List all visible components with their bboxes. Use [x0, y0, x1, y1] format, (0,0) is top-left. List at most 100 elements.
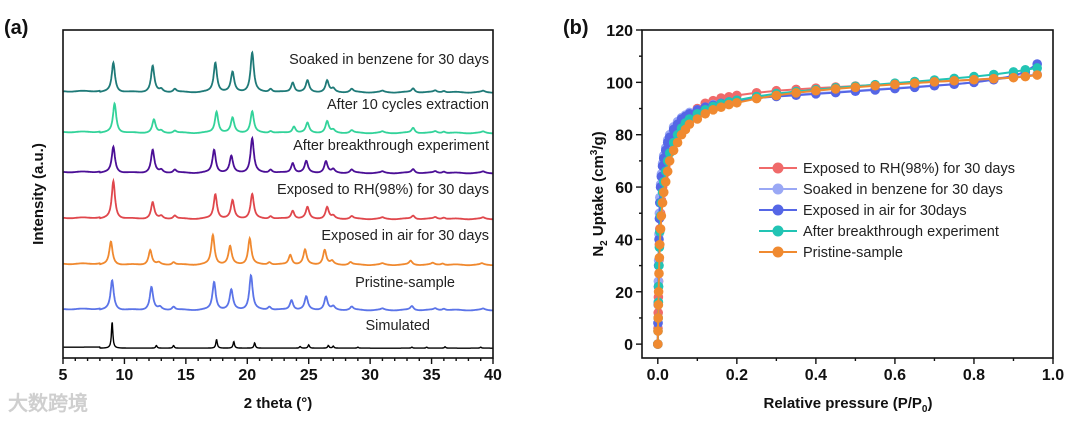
- watermark: 大数跨境: [8, 391, 88, 415]
- trace-label: After breakthrough experiment: [293, 138, 489, 154]
- x-tick-label: 35: [423, 367, 441, 384]
- legend: Exposed to RH(98%) for 30 days Soaked in …: [759, 161, 1015, 261]
- legend-marker: [772, 204, 784, 216]
- plot-frame-a: [62, 29, 494, 359]
- xrd-trace: [63, 322, 493, 349]
- isotherm-series: [653, 59, 1042, 349]
- x-tick-label: 0.2: [726, 367, 748, 384]
- x-tick-label: 20: [238, 367, 256, 384]
- data-point: [668, 145, 679, 156]
- data-point: [811, 85, 821, 96]
- xrd-trace: [63, 50, 493, 94]
- x-tick-label: 25: [300, 367, 318, 384]
- data-point: [657, 197, 668, 208]
- data-point: [988, 73, 999, 84]
- legend-item: Soaked in benzene for 30 days: [759, 182, 1003, 198]
- data-point: [692, 114, 703, 124]
- trace-label: Exposed to RH(98%) for 30 days: [277, 182, 489, 198]
- y-axis-label-b: N2 Uptake (cm3/g): [589, 131, 610, 256]
- x-tick-label: 10: [116, 367, 134, 384]
- data-point: [1032, 70, 1042, 80]
- data-point: [653, 326, 663, 336]
- xrd-traces: [63, 50, 493, 349]
- y-tick-label: 20: [615, 285, 633, 302]
- xrd-trace: [63, 135, 493, 175]
- x-tick-label: 0.8: [963, 367, 985, 384]
- data-point: [653, 339, 663, 349]
- data-point: [660, 177, 671, 187]
- data-point: [664, 156, 675, 166]
- x-tick-label: 0.0: [647, 367, 669, 384]
- series-pristine-sample: [653, 70, 1042, 349]
- data-point: [771, 90, 782, 101]
- xrd-trace: [63, 232, 493, 267]
- data-point: [656, 211, 667, 221]
- x-tick-label: 1.0: [1042, 367, 1064, 384]
- data-point: [655, 224, 666, 234]
- data-point: [1008, 72, 1019, 83]
- data-point: [716, 102, 726, 113]
- panel-a-label: (a): [4, 17, 28, 39]
- legend-label: Exposed in air for 30days: [803, 203, 967, 219]
- x-axis-ticks-a: 5 10 15 20 25 30 35 40: [59, 358, 502, 384]
- data-point: [653, 286, 664, 297]
- data-point: [949, 75, 960, 86]
- x-tick-label: 15: [177, 367, 195, 384]
- xrd-trace-labels: Soaked in benzene for 30 days After 10 cy…: [277, 52, 489, 334]
- data-point: [1020, 71, 1031, 82]
- legend-label: After breakthrough experiment: [803, 224, 999, 240]
- y-axis-label-a: Intensity (a.u.): [30, 143, 47, 245]
- x-axis-label-b: Relative pressure (P/P0): [764, 395, 933, 415]
- data-point: [969, 74, 979, 85]
- data-point: [654, 268, 664, 279]
- data-point: [724, 99, 734, 110]
- x-tick-label: 40: [484, 367, 502, 384]
- data-point: [732, 97, 742, 108]
- data-point: [672, 137, 683, 148]
- legend-label: Exposed to RH(98%) for 30 days: [803, 161, 1015, 177]
- legend-label: Pristine-sample: [803, 245, 903, 261]
- x-tick-label: 5: [59, 367, 68, 384]
- data-point: [662, 166, 673, 177]
- data-point: [890, 79, 900, 90]
- trace-label: After 10 cycles extraction: [327, 97, 489, 113]
- trace-label: Simulated: [366, 318, 430, 334]
- data-point: [654, 252, 665, 263]
- data-point: [830, 84, 841, 94]
- data-point: [909, 78, 920, 88]
- data-point: [700, 108, 711, 119]
- x-tick-label: 0.6: [884, 367, 906, 384]
- xrd-trace: [63, 101, 493, 135]
- panel-b: (b) 0.0 0.2 0.4 0.6 0.8 1.0 0 20 40 60 80 100 120 Ex…: [563, 17, 1064, 415]
- trace-label: Soaked in benzene for 30 days: [289, 52, 489, 68]
- y-tick-label: 80: [615, 128, 633, 145]
- y-tick-label: 100: [606, 75, 633, 92]
- legend-marker: [772, 162, 784, 174]
- legend-marker: [772, 225, 784, 237]
- xrd-trace: [63, 177, 493, 221]
- data-point: [653, 313, 664, 323]
- data-point: [684, 119, 695, 130]
- data-point: [1020, 64, 1031, 75]
- data-point: [658, 187, 669, 198]
- legend-label: Soaked in benzene for 30 days: [803, 182, 1003, 198]
- data-point: [654, 239, 665, 250]
- data-point: [708, 105, 718, 115]
- data-point: [1032, 63, 1042, 73]
- axis-ticks-b: 0.0 0.2 0.4 0.6 0.8 1.0 0 20 40 60 80 100 120: [606, 23, 1064, 384]
- legend-item: Pristine-sample: [759, 245, 903, 261]
- y-tick-label: 0: [624, 337, 633, 354]
- legend-marker: [772, 246, 784, 258]
- data-point: [850, 82, 861, 93]
- trace-label: Pristine-sample: [355, 275, 455, 291]
- trace-label: Exposed in air for 30 days: [321, 228, 489, 244]
- data-point: [929, 77, 940, 87]
- legend-item: Exposed to RH(98%) for 30 days: [759, 161, 1015, 177]
- panel-a: (a) Soaked in benzene for 30 days After 1…: [4, 17, 502, 415]
- xrd-trace: [63, 273, 493, 312]
- legend-item: Exposed in air for 30days: [759, 203, 967, 219]
- plot-frame-b: [641, 29, 1054, 359]
- x-tick-label: 30: [361, 367, 379, 384]
- panel-b-label: (b): [563, 17, 589, 39]
